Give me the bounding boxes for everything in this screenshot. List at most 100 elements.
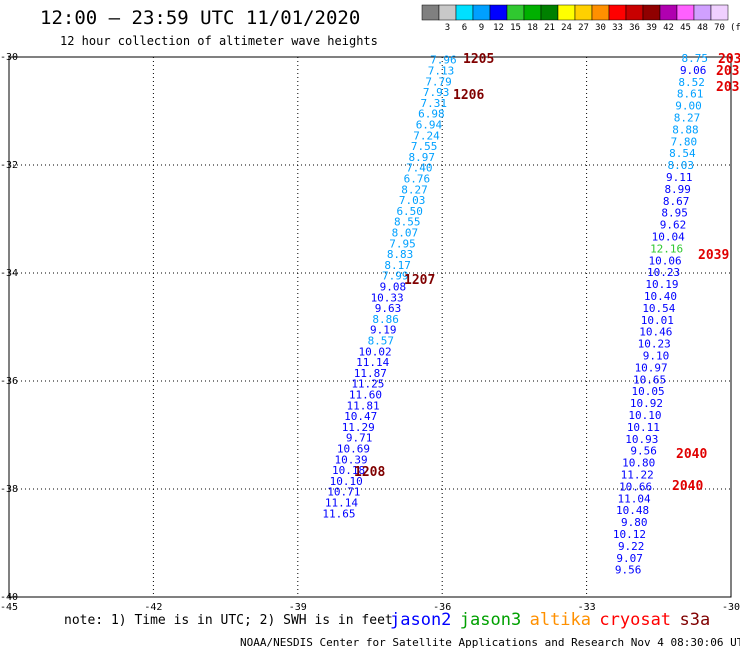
wave-height-value: 8.97 xyxy=(408,151,435,164)
legend-swatch xyxy=(540,4,559,21)
legend-unit: (ft) xyxy=(730,23,740,33)
wave-height-value: 11.22 xyxy=(621,469,654,482)
wave-height-value: 11.04 xyxy=(618,492,651,505)
legend-label: 21 xyxy=(544,23,555,33)
track-points: 7.967.137.797.937.316.986.947.247.558.97… xyxy=(322,52,708,577)
wave-height-value: 11.65 xyxy=(322,507,355,520)
wave-height-value: 10.54 xyxy=(642,302,675,315)
credit-line: NOAA/NESDIS Center for Satellite Applica… xyxy=(240,636,740,649)
wave-height-value: 11.87 xyxy=(354,367,387,380)
wave-height-value: 10.97 xyxy=(635,361,668,374)
legend-label: 70 xyxy=(714,23,725,33)
wave-height-value: 10.04 xyxy=(652,231,685,244)
wave-height-value: 8.57 xyxy=(368,335,395,348)
legend-label: 30 xyxy=(595,23,606,33)
wave-height-value: 11.81 xyxy=(347,399,380,412)
footnote: note: 1) Time is in UTC; 2) SWH is in fe… xyxy=(64,613,393,628)
wave-height-value: 10.02 xyxy=(359,345,392,358)
wave-height-value: 9.80 xyxy=(621,516,648,529)
legend-swatch xyxy=(608,4,627,21)
wave-height-value: 9.11 xyxy=(666,171,693,184)
time-label: 2039 xyxy=(716,80,740,95)
lat-tick-label: -30 xyxy=(0,52,18,63)
time-label: 1208 xyxy=(354,465,385,480)
lon-tick-label: -30 xyxy=(722,602,740,613)
wave-height-value: 7.99 xyxy=(382,270,409,283)
wave-height-value: 8.17 xyxy=(384,259,411,272)
wave-height-value: 8.99 xyxy=(664,183,691,196)
wave-height-value: 10.65 xyxy=(633,373,666,386)
legend-label: 18 xyxy=(527,23,538,33)
wave-height-value: 7.96 xyxy=(430,54,457,67)
wave-height-value: 7.03 xyxy=(399,194,426,207)
legend-label: 48 xyxy=(697,23,708,33)
wave-height-value: 9.06 xyxy=(680,64,707,77)
wave-height-value: 8.67 xyxy=(663,195,690,208)
satellite-label: cryosat xyxy=(599,610,671,630)
lat-tick-label: -32 xyxy=(0,160,18,171)
lat-tick-label: -40 xyxy=(0,592,18,603)
wave-height-value: 10.12 xyxy=(613,528,646,541)
wave-height-value: 9.62 xyxy=(660,219,687,232)
wave-height-value: 11.14 xyxy=(325,497,358,510)
wave-height-value: 10.05 xyxy=(631,385,664,398)
legend-swatch xyxy=(472,4,491,21)
wave-height-value: 8.03 xyxy=(668,159,695,172)
wave-height-value: 9.10 xyxy=(643,350,670,363)
time-label: 2039 xyxy=(698,248,729,263)
legend-swatch xyxy=(591,4,610,21)
wave-height-value: 8.61 xyxy=(677,88,704,101)
wave-height-value: 10.69 xyxy=(337,443,370,456)
satellite-legend: jason2 jason3 altika cryosat s3a xyxy=(390,610,710,630)
wave-height-value: 7.31 xyxy=(421,97,448,110)
wave-height-value: 8.86 xyxy=(372,313,399,326)
wave-height-value: 10.11 xyxy=(627,421,660,434)
wave-height-value: 10.10 xyxy=(628,409,661,422)
wave-height-value: 12.16 xyxy=(650,242,683,255)
wave-height-value: 6.50 xyxy=(396,205,423,218)
lon-tick-label: -33 xyxy=(578,602,596,613)
legend-label: 39 xyxy=(646,23,657,33)
wave-height-value: 6.98 xyxy=(418,108,445,121)
legend-swatch xyxy=(455,4,474,21)
legend-swatch xyxy=(421,4,440,21)
wave-height-value: 9.63 xyxy=(375,302,402,315)
wave-height-value: 9.07 xyxy=(616,552,643,565)
legend-swatch xyxy=(693,4,712,21)
wave-height-value: 7.93 xyxy=(423,86,450,99)
wave-height-value: 10.18 xyxy=(332,464,365,477)
lon-tick-label: -42 xyxy=(144,602,162,613)
satellite-label: altika xyxy=(530,610,591,630)
wave-height-value: 10.46 xyxy=(639,326,672,339)
wave-height-value: 7.95 xyxy=(389,237,416,250)
wave-height-value: 9.56 xyxy=(630,445,657,458)
lon-tick-label: -45 xyxy=(0,602,18,613)
wave-height-value: 10.47 xyxy=(344,410,377,423)
map-title: 12:00 – 23:59 UTC 11/01/2020 xyxy=(40,7,360,29)
wave-height-value: 8.88 xyxy=(672,123,699,136)
lat-tick-label: -34 xyxy=(0,268,18,279)
legend-label: 42 xyxy=(663,23,674,33)
wave-height-value: 9.00 xyxy=(675,100,702,113)
wave-height-value: 7.80 xyxy=(671,135,698,148)
legend-swatch xyxy=(506,4,525,21)
wave-height-value: 6.76 xyxy=(404,173,431,186)
legend-label: 12 xyxy=(493,23,504,33)
wave-height-value: 10.33 xyxy=(371,291,404,304)
legend-label: 33 xyxy=(612,23,623,33)
wave-height-value: 8.07 xyxy=(392,227,419,240)
legend-label: 36 xyxy=(629,23,640,33)
wave-height-value: 10.19 xyxy=(645,278,678,291)
wave-height-value: 7.79 xyxy=(425,75,452,88)
wave-height-value: 8.95 xyxy=(661,207,688,220)
plot-area: 7.967.137.797.937.316.986.947.247.558.97… xyxy=(8,52,740,598)
wave-height-value: 10.66 xyxy=(619,480,652,493)
plot-frame xyxy=(8,56,732,598)
legend-swatch xyxy=(676,4,695,21)
satellite-label: jason3 xyxy=(460,610,521,630)
wave-height-value: 9.71 xyxy=(346,432,373,445)
time-label: 1207 xyxy=(404,273,435,288)
legend-label: 27 xyxy=(578,23,589,33)
wave-height-value: 10.40 xyxy=(644,290,677,303)
